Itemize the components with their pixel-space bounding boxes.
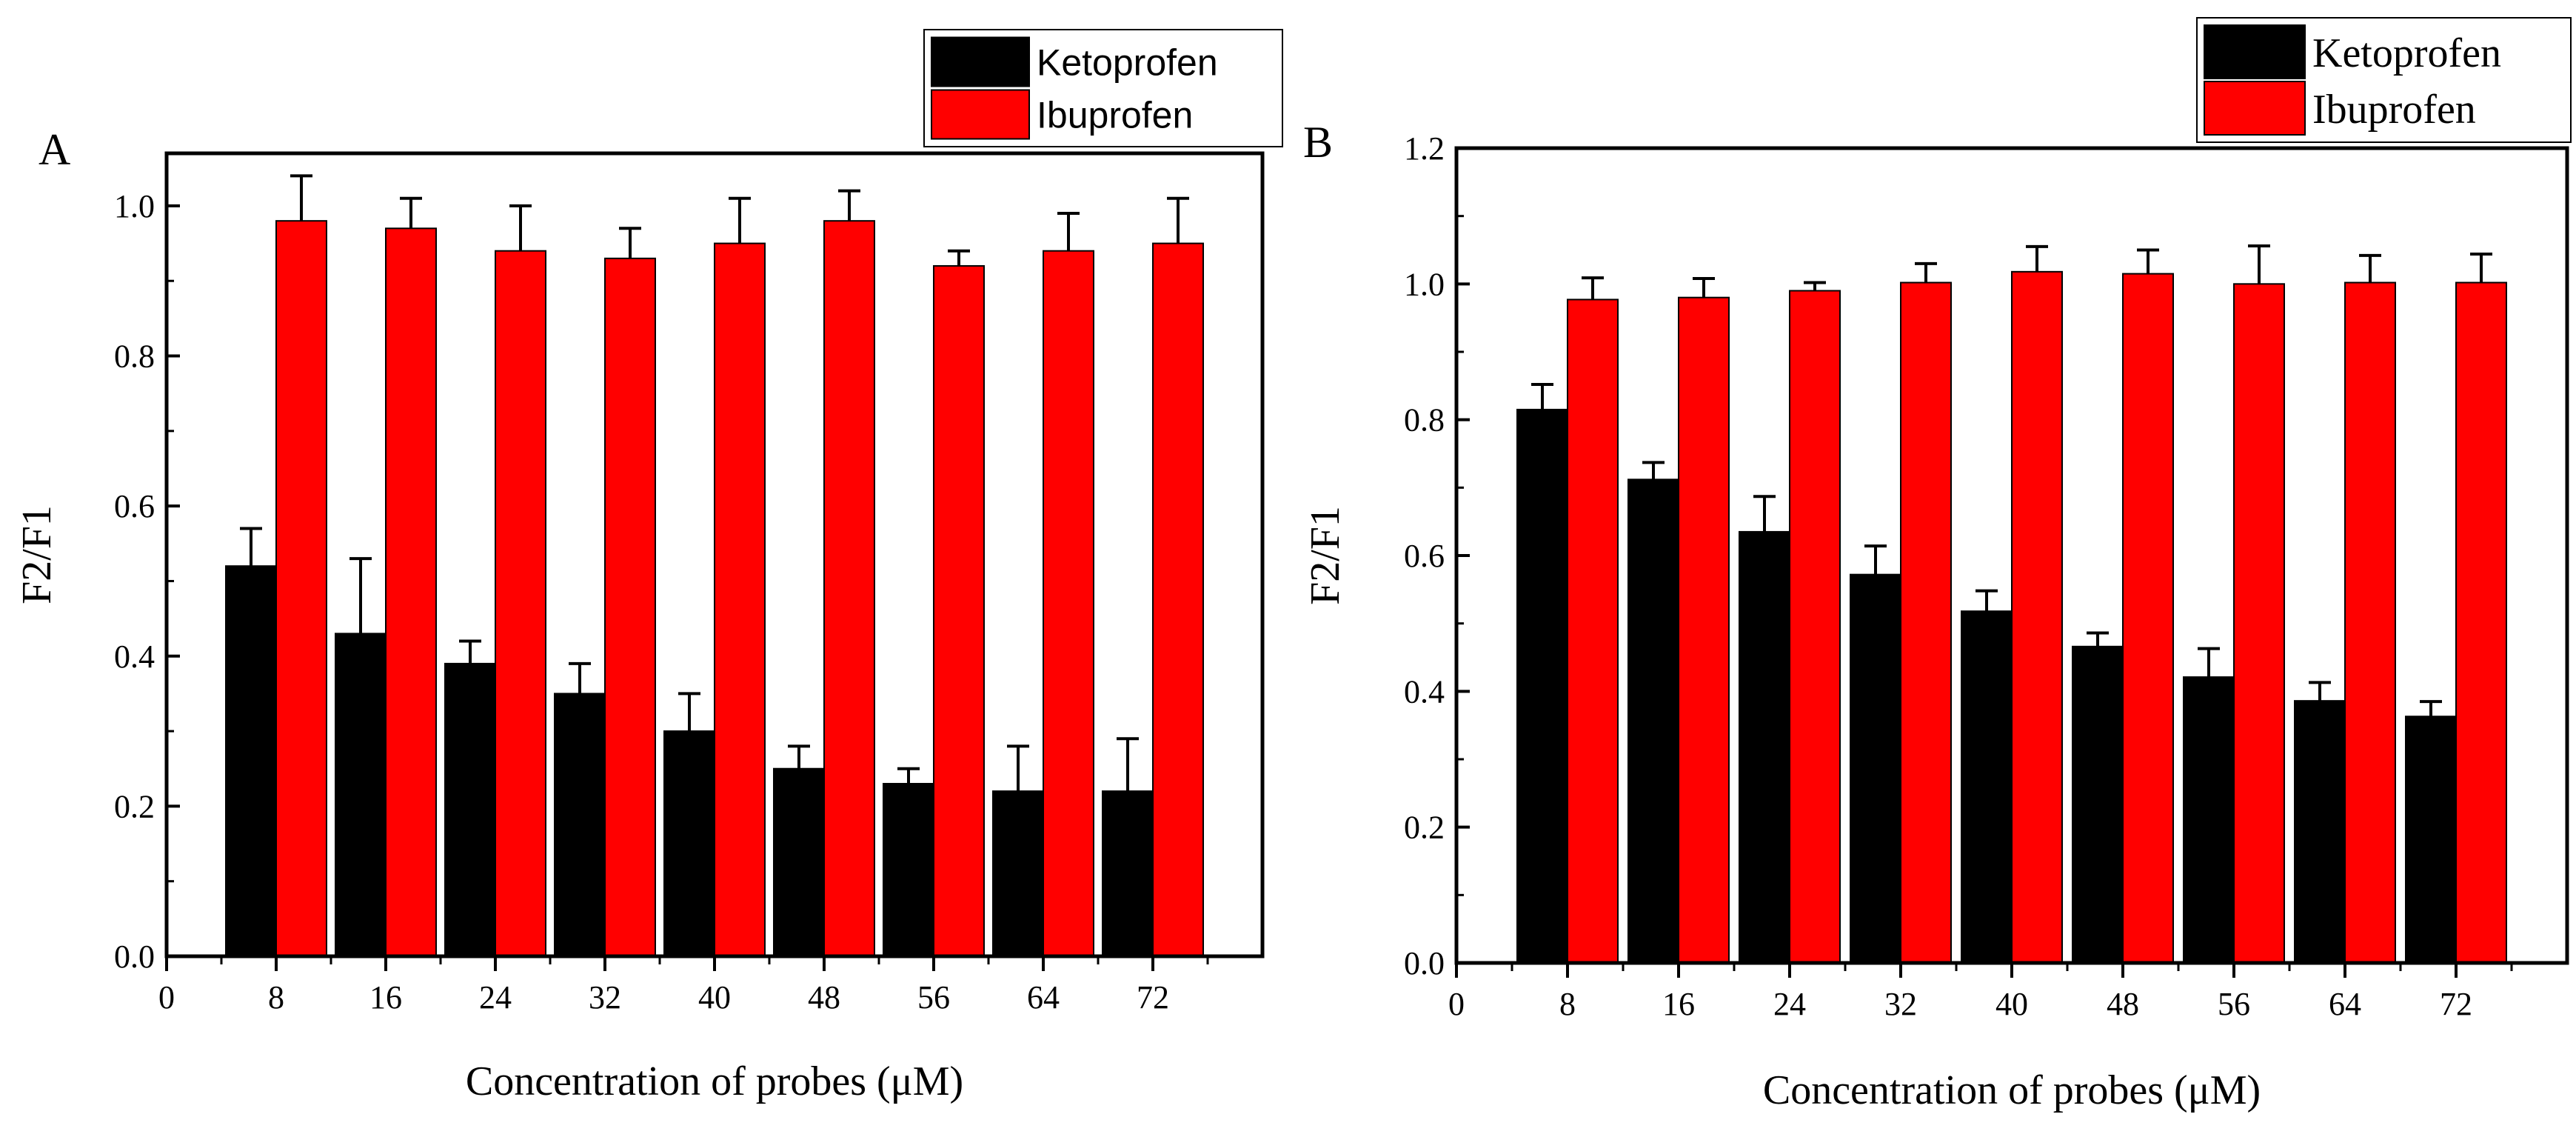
bar-ketoprofen-8 (225, 565, 277, 957)
x-tick-label: 64 (1027, 979, 1060, 1016)
x-tick-label: 48 (2107, 986, 2139, 1022)
bar-ibuprofen-16 (385, 227, 437, 957)
y-tick-label: 0.2 (1404, 810, 1445, 846)
bar-ibuprofen-64 (1043, 250, 1094, 957)
y-axis-label: F2/F1 (14, 505, 60, 604)
bar-ibuprofen-40 (2011, 270, 2063, 964)
x-tick-label: 72 (1137, 979, 1169, 1016)
x-tick-label: 32 (1884, 986, 1917, 1022)
bar-ketoprofen-24 (444, 662, 496, 958)
legend-swatch-ketoprofen (931, 36, 1030, 87)
bar-ketoprofen-16 (335, 633, 387, 957)
y-tick-label: 1.2 (1404, 130, 1445, 167)
panel-b: 0.0 0.2 0.4 0.6 0.8 1.0 1.2 0 8 16 24 32 40 48 56 64 72 C… (1302, 17, 2572, 1113)
x-tick-label: 40 (698, 979, 731, 1016)
bar-ketoprofen-64 (2294, 700, 2346, 964)
y-tick-label: 1.0 (1404, 266, 1445, 302)
x-tick-label: 32 (589, 979, 621, 1016)
bar-ibuprofen-8 (275, 220, 327, 958)
y-tick-label: 0.4 (1404, 673, 1445, 710)
panel-a: 0.0 0.2 0.4 0.6 0.8 1.0 0 8 16 24 32 40 48 56 64 72 Conc… (14, 29, 1283, 1104)
y-tick-label: 0.0 (114, 938, 155, 975)
y-tick-label: 0.0 (1404, 945, 1445, 981)
x-axis-label: Concentration of probes (μM) (1763, 1067, 2261, 1113)
bar-ketoprofen-56 (2183, 676, 2235, 964)
bar-ibuprofen-48 (2122, 273, 2174, 964)
x-tick-label: 56 (2218, 986, 2250, 1022)
x-tick-label: 24 (1773, 986, 1806, 1022)
bar-ibuprofen-56 (2233, 283, 2285, 964)
panel-label: B (1303, 118, 1333, 167)
panel-label: A (39, 125, 70, 174)
bar-ibuprofen-8 (1567, 299, 1619, 964)
bar-ibuprofen-56 (933, 264, 985, 957)
x-tick-label: 0 (158, 979, 175, 1016)
y-tick-label: 0.8 (1404, 402, 1445, 439)
y-tick-label: 1.0 (114, 188, 155, 224)
legend-swatch-ketoprofen (2204, 24, 2306, 79)
bar-ibuprofen-64 (2344, 281, 2396, 964)
x-tick-label: 48 (808, 979, 840, 1016)
y-tick-label: 0.4 (114, 638, 155, 675)
x-tick-label: 64 (2329, 986, 2361, 1022)
x-tick-label: 72 (2440, 986, 2472, 1022)
bar-ketoprofen-40 (1961, 610, 2013, 964)
bar-ibuprofen-72 (2455, 281, 2507, 964)
x-tick-label: 8 (1559, 986, 1576, 1022)
x-tick-label: 16 (369, 979, 402, 1016)
bar-ibuprofen-48 (823, 220, 875, 958)
y-axis-label: F2/F1 (1302, 506, 1348, 605)
bar-ketoprofen-24 (1739, 530, 1790, 964)
x-tick-label: 16 (1662, 986, 1695, 1022)
bar-ibuprofen-40 (714, 242, 766, 958)
bar-ketoprofen-40 (663, 730, 715, 957)
y-tick-label: 0.8 (114, 339, 155, 375)
x-tick-label: 40 (1995, 986, 2028, 1022)
bar-ibuprofen-24 (1789, 290, 1841, 964)
bar-ibuprofen-72 (1152, 242, 1204, 958)
x-tick-label: 0 (1448, 986, 1465, 1022)
y-tick-label: 0.2 (114, 788, 155, 824)
legend-swatch-ibuprofen (931, 89, 1030, 140)
x-tick-label: 24 (479, 979, 512, 1016)
bar-ibuprofen-32 (604, 257, 656, 957)
y-tick-label: 0.6 (1404, 538, 1445, 574)
bar-ketoprofen-72 (1102, 790, 1154, 957)
bar-ketoprofen-64 (992, 790, 1044, 957)
bar-ketoprofen-48 (773, 767, 825, 958)
bar-ibuprofen-24 (495, 250, 546, 957)
legend-label-ibuprofen: Ibuprofen (2312, 87, 2476, 133)
legend-label-ketoprofen: Ketoprofen (2312, 30, 2501, 76)
x-tick-label: 8 (268, 979, 284, 1016)
x-tick-label: 56 (917, 979, 950, 1016)
bar-ibuprofen-16 (1678, 296, 1730, 964)
bar-ketoprofen-56 (883, 782, 934, 957)
bar-ketoprofen-48 (2072, 645, 2124, 964)
bar-ketoprofen-16 (1627, 479, 1679, 964)
bar-ketoprofen-32 (1850, 573, 1901, 964)
legend-swatch-ibuprofen (2204, 81, 2306, 136)
bar-ketoprofen-32 (554, 693, 606, 957)
bar-ketoprofen-72 (2405, 716, 2457, 964)
legend-label-ketoprofen: Ketoprofen (1037, 42, 1218, 84)
y-tick-label: 0.6 (114, 488, 155, 524)
legend-label-ibuprofen: Ibuprofen (1037, 95, 1193, 136)
bar-ibuprofen-32 (1900, 281, 1952, 964)
x-axis-label: Concentration of probes (μM) (466, 1058, 963, 1104)
bar-ketoprofen-8 (1516, 408, 1568, 964)
